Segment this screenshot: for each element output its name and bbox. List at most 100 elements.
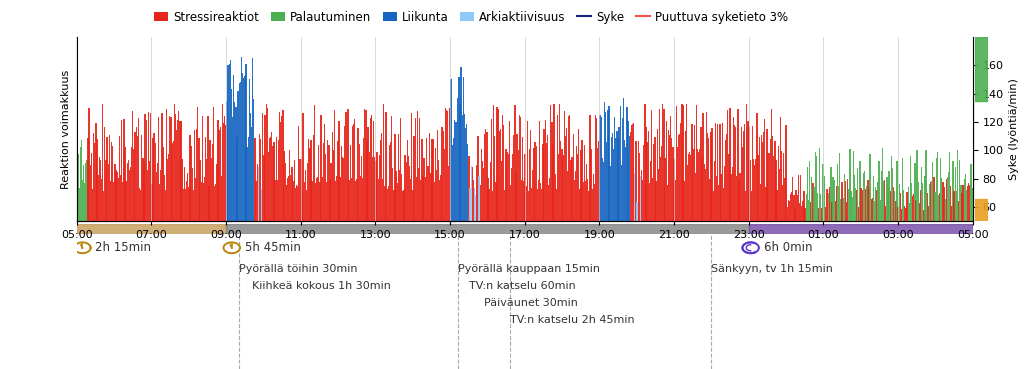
Bar <box>568 116 569 221</box>
Bar <box>432 139 434 221</box>
Bar <box>574 171 577 221</box>
Text: 2h 15min: 2h 15min <box>95 241 152 254</box>
Bar <box>400 118 401 221</box>
Bar <box>700 127 701 221</box>
Bar <box>697 149 698 221</box>
Bar <box>193 190 194 221</box>
Bar <box>493 105 495 221</box>
Bar <box>467 144 469 221</box>
Bar <box>819 148 820 221</box>
Bar <box>183 166 185 221</box>
Bar <box>412 113 413 221</box>
Bar <box>692 149 693 221</box>
Bar <box>968 183 970 221</box>
Bar <box>301 189 303 221</box>
Bar <box>120 175 121 221</box>
Bar <box>441 127 442 221</box>
Bar <box>380 141 381 221</box>
Bar <box>534 148 535 221</box>
Bar <box>194 130 196 221</box>
Bar <box>903 190 904 221</box>
Bar <box>431 139 433 221</box>
Bar <box>958 201 959 221</box>
Bar <box>225 125 226 221</box>
Bar <box>788 201 791 221</box>
Bar <box>573 180 574 221</box>
Bar <box>899 184 900 221</box>
Bar <box>612 149 614 221</box>
Bar <box>651 110 652 221</box>
Bar <box>616 131 617 221</box>
Bar <box>896 161 898 221</box>
Bar <box>564 136 566 221</box>
Bar <box>519 115 520 221</box>
Bar <box>701 157 702 221</box>
Bar <box>605 111 606 221</box>
Bar <box>397 134 399 221</box>
Text: 5h 45min: 5h 45min <box>245 241 301 254</box>
Bar <box>323 142 324 221</box>
Bar <box>336 176 337 221</box>
Bar <box>611 133 613 221</box>
Bar <box>749 127 750 221</box>
Bar <box>311 180 312 221</box>
Bar <box>679 134 680 221</box>
Bar <box>882 148 883 221</box>
Bar <box>933 177 935 221</box>
Bar <box>633 123 634 221</box>
Bar <box>583 182 584 221</box>
Bar <box>791 192 793 221</box>
Bar <box>438 160 439 221</box>
Bar <box>152 184 153 221</box>
Bar <box>131 147 132 221</box>
Bar <box>105 160 106 221</box>
Bar <box>95 123 96 221</box>
Bar <box>160 170 162 221</box>
Bar <box>835 201 836 221</box>
Bar <box>184 189 186 221</box>
Bar <box>385 112 387 221</box>
Bar <box>840 153 841 221</box>
Bar <box>843 198 844 221</box>
Bar <box>394 134 395 221</box>
Bar <box>798 175 799 221</box>
Bar <box>610 137 612 221</box>
Bar <box>265 104 267 221</box>
Bar <box>487 178 488 221</box>
Bar <box>443 149 445 221</box>
Bar <box>517 150 519 221</box>
Bar <box>954 167 955 221</box>
Bar <box>945 179 947 221</box>
Bar <box>677 147 678 221</box>
Bar <box>96 139 97 221</box>
Bar <box>94 144 95 221</box>
Bar <box>449 166 450 221</box>
Bar <box>676 106 677 221</box>
Bar <box>584 145 585 221</box>
Bar <box>237 137 238 221</box>
Bar <box>505 149 507 221</box>
Bar <box>219 127 221 221</box>
Bar <box>290 175 292 221</box>
Bar <box>210 140 211 221</box>
Bar <box>113 182 115 221</box>
Bar <box>830 167 831 221</box>
Bar <box>132 111 133 221</box>
Bar <box>226 224 749 234</box>
Bar <box>675 180 676 221</box>
Bar <box>195 178 197 221</box>
Bar <box>813 187 815 221</box>
Bar <box>846 203 847 221</box>
Bar <box>975 199 988 221</box>
Bar <box>546 144 547 221</box>
Bar <box>523 182 524 221</box>
Bar <box>207 116 209 221</box>
Bar <box>465 128 466 221</box>
Bar <box>500 129 501 221</box>
Bar <box>262 113 263 221</box>
Bar <box>556 189 557 221</box>
Bar <box>261 189 262 221</box>
Bar <box>476 165 477 221</box>
Bar <box>379 155 380 221</box>
Bar <box>671 138 673 221</box>
